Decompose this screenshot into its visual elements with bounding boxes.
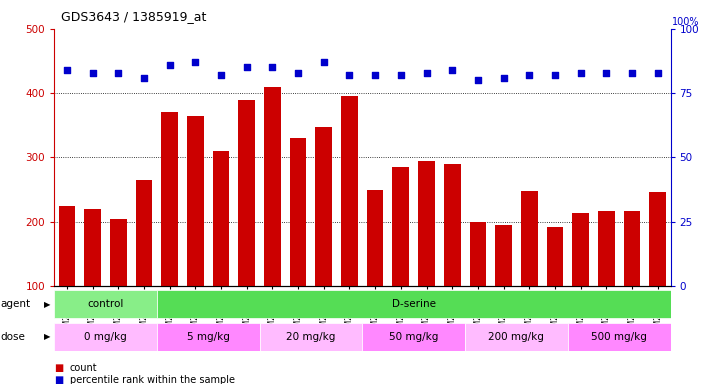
Bar bbox=[567, 323, 671, 351]
Point bbox=[267, 64, 278, 70]
Bar bbox=[547, 227, 563, 350]
Bar bbox=[187, 116, 204, 350]
Text: 200 mg/kg: 200 mg/kg bbox=[489, 332, 544, 342]
Bar bbox=[136, 180, 152, 350]
Text: ■: ■ bbox=[54, 363, 63, 373]
Bar bbox=[54, 323, 156, 351]
Point bbox=[216, 72, 227, 78]
Text: 20 mg/kg: 20 mg/kg bbox=[286, 332, 335, 342]
Text: count: count bbox=[70, 363, 97, 373]
Point bbox=[549, 72, 561, 78]
Text: 100%: 100% bbox=[672, 17, 699, 27]
Bar bbox=[418, 161, 435, 350]
Bar bbox=[495, 225, 512, 350]
Bar bbox=[290, 138, 306, 350]
Point bbox=[523, 72, 535, 78]
Bar bbox=[624, 211, 640, 350]
Point bbox=[627, 70, 638, 76]
Point bbox=[575, 70, 586, 76]
Bar bbox=[572, 214, 589, 350]
Point bbox=[369, 72, 381, 78]
Bar bbox=[341, 96, 358, 350]
Bar bbox=[213, 151, 229, 350]
Point bbox=[601, 70, 612, 76]
Bar bbox=[444, 164, 461, 350]
Point bbox=[446, 67, 458, 73]
Point bbox=[292, 70, 304, 76]
Bar bbox=[162, 113, 178, 350]
Text: ▶: ▶ bbox=[44, 333, 50, 341]
Point bbox=[87, 70, 98, 76]
Point bbox=[497, 74, 509, 81]
Point bbox=[395, 72, 407, 78]
Text: dose: dose bbox=[1, 332, 26, 342]
Bar bbox=[469, 222, 486, 350]
Bar bbox=[84, 209, 101, 350]
Point bbox=[190, 59, 201, 65]
Bar bbox=[362, 323, 465, 351]
Bar bbox=[58, 206, 75, 350]
Text: ▶: ▶ bbox=[44, 300, 50, 309]
Bar bbox=[239, 99, 255, 350]
Text: 500 mg/kg: 500 mg/kg bbox=[591, 332, 647, 342]
Point bbox=[164, 62, 175, 68]
Bar bbox=[156, 291, 671, 318]
Point bbox=[472, 77, 484, 83]
Bar bbox=[392, 167, 410, 350]
Point bbox=[138, 74, 150, 81]
Bar bbox=[521, 191, 538, 350]
Text: ■: ■ bbox=[54, 375, 63, 384]
Text: D-serine: D-serine bbox=[392, 299, 435, 310]
Bar bbox=[465, 323, 567, 351]
Point bbox=[112, 70, 124, 76]
Bar bbox=[156, 323, 260, 351]
Text: 50 mg/kg: 50 mg/kg bbox=[389, 332, 438, 342]
Text: agent: agent bbox=[1, 299, 31, 310]
Text: 0 mg/kg: 0 mg/kg bbox=[84, 332, 127, 342]
Point bbox=[652, 70, 663, 76]
Bar bbox=[260, 323, 362, 351]
Bar bbox=[264, 87, 280, 350]
Text: percentile rank within the sample: percentile rank within the sample bbox=[70, 375, 235, 384]
Bar bbox=[598, 211, 615, 350]
Point bbox=[61, 67, 73, 73]
Text: control: control bbox=[87, 299, 123, 310]
Text: GDS3643 / 1385919_at: GDS3643 / 1385919_at bbox=[61, 10, 207, 23]
Point bbox=[421, 70, 433, 76]
Bar bbox=[367, 190, 384, 350]
Bar bbox=[650, 192, 666, 350]
Bar bbox=[110, 218, 127, 350]
Point bbox=[344, 72, 355, 78]
Bar bbox=[315, 127, 332, 350]
Text: 5 mg/kg: 5 mg/kg bbox=[187, 332, 229, 342]
Point bbox=[318, 59, 329, 65]
Point bbox=[241, 64, 252, 70]
Bar bbox=[54, 291, 156, 318]
